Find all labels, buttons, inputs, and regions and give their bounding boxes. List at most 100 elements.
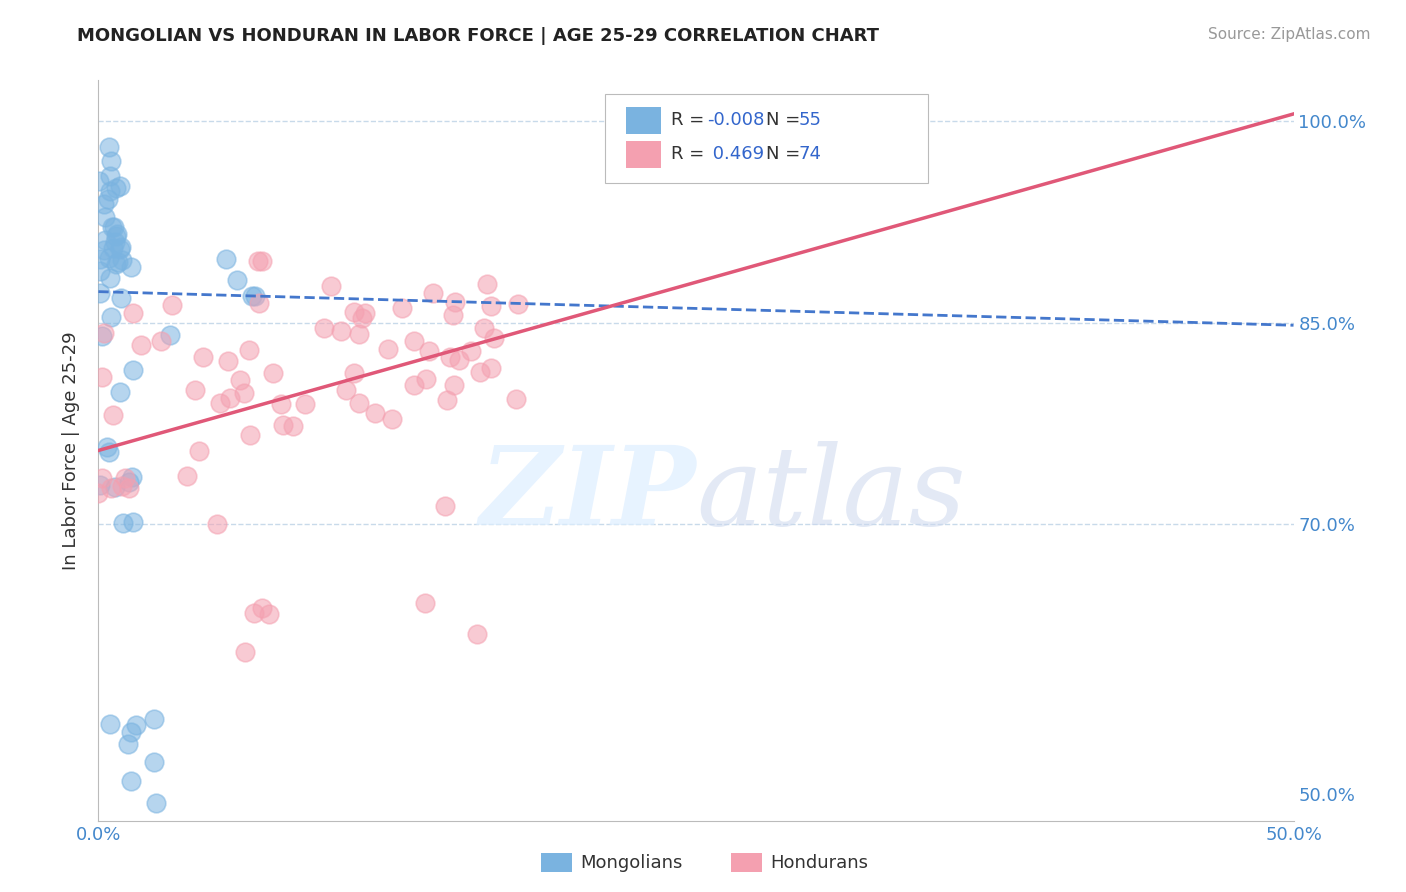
Point <box>97 252 120 266</box>
Text: -0.008: -0.008 <box>707 112 765 129</box>
Y-axis label: In Labor Force | Age 25-29: In Labor Force | Age 25-29 <box>62 331 80 570</box>
Point <box>335 384 357 398</box>
Point <box>111 252 134 267</box>
Point <box>187 444 209 458</box>
Text: Source: ZipAtlas.com: Source: ZipAtlas.com <box>1208 27 1371 42</box>
Point <box>143 712 166 726</box>
Point <box>93 326 115 340</box>
Point <box>472 320 495 334</box>
Point <box>94 233 117 247</box>
Text: Mongolians: Mongolians <box>581 854 683 871</box>
Point <box>343 366 366 380</box>
Point <box>271 418 294 433</box>
Point <box>104 235 127 249</box>
Point <box>413 596 436 610</box>
Point <box>176 469 198 483</box>
Point <box>105 257 128 271</box>
Text: ZIP: ZIP <box>479 442 696 549</box>
Point <box>121 306 143 320</box>
Point <box>505 392 527 406</box>
Point <box>250 600 273 615</box>
Point <box>444 294 467 309</box>
Text: atlas: atlas <box>696 442 966 549</box>
Point <box>104 480 127 494</box>
Point <box>125 717 148 731</box>
Point <box>121 470 143 484</box>
Point <box>283 418 305 433</box>
Text: R =: R = <box>671 145 710 163</box>
Point <box>470 365 492 379</box>
Point <box>114 471 136 485</box>
Point <box>447 352 470 367</box>
Point <box>233 386 256 401</box>
Point <box>104 229 127 244</box>
Point <box>96 440 118 454</box>
Point <box>247 295 270 310</box>
Point <box>205 517 228 532</box>
Point <box>439 350 461 364</box>
Point <box>100 481 122 495</box>
Point <box>100 169 122 183</box>
Point <box>111 516 134 531</box>
Point <box>101 408 124 422</box>
Point <box>343 305 366 319</box>
Point <box>350 310 373 325</box>
Point <box>479 360 502 375</box>
Point <box>226 272 249 286</box>
Point <box>121 363 143 377</box>
Point <box>93 243 115 257</box>
Point <box>363 406 385 420</box>
Point <box>94 210 117 224</box>
Point <box>443 308 465 322</box>
Point <box>89 252 111 266</box>
Text: R =: R = <box>671 112 710 129</box>
Text: 0.469: 0.469 <box>707 145 765 163</box>
Point <box>93 196 115 211</box>
Point <box>89 263 111 277</box>
Point <box>89 478 111 492</box>
Point <box>98 184 121 198</box>
Point <box>129 337 152 351</box>
Point <box>120 260 142 275</box>
Point <box>100 219 122 234</box>
Point <box>103 219 125 234</box>
Point <box>98 271 121 285</box>
Point <box>122 515 145 529</box>
Point <box>460 344 482 359</box>
Point <box>415 372 437 386</box>
Point <box>120 774 142 789</box>
Point <box>90 328 112 343</box>
Point <box>235 645 257 659</box>
Point <box>354 306 377 320</box>
Point <box>96 192 118 206</box>
Point <box>436 392 458 407</box>
Point <box>381 412 404 426</box>
Point <box>246 253 269 268</box>
Text: MONGOLIAN VS HONDURAN IN LABOR FORCE | AGE 25-29 CORRELATION CHART: MONGOLIAN VS HONDURAN IN LABOR FORCE | A… <box>77 27 879 45</box>
Point <box>98 140 121 154</box>
Point <box>465 627 488 641</box>
Point <box>479 299 502 313</box>
Point <box>508 297 530 311</box>
Point <box>89 286 111 301</box>
Text: Hondurans: Hondurans <box>770 854 869 871</box>
Point <box>117 737 139 751</box>
Point <box>143 756 166 770</box>
Text: 74: 74 <box>799 145 821 163</box>
Point <box>294 397 316 411</box>
Point <box>228 373 250 387</box>
Point <box>98 444 121 458</box>
Point <box>111 479 134 493</box>
Point <box>100 154 122 169</box>
Point <box>110 240 132 254</box>
Point <box>107 255 129 269</box>
Text: N =: N = <box>766 112 806 129</box>
Point <box>162 298 184 312</box>
Point <box>347 326 370 341</box>
Point <box>243 289 266 303</box>
Point <box>217 354 239 368</box>
Point <box>330 324 353 338</box>
Point <box>184 383 207 397</box>
Point <box>347 395 370 409</box>
Point <box>159 328 181 343</box>
